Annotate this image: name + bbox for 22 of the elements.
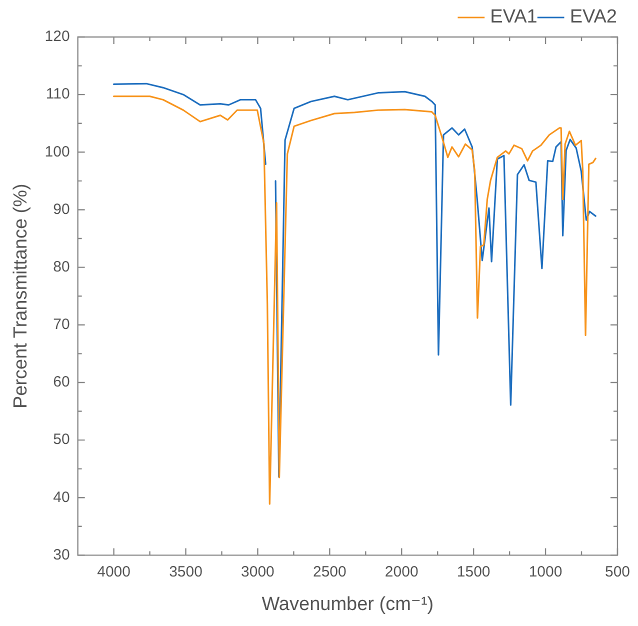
x-tick-label: 3500 [169,563,202,580]
y-tick-label: 40 [53,488,70,506]
x-tick-label: 500 [604,563,630,580]
y-tick-label: 120 [44,28,70,46]
y-tick-label: 100 [44,143,70,160]
x-tick-label: 1000 [528,563,562,580]
x-tick-label: 4000 [97,563,130,580]
y-tick-label: 30 [53,546,70,564]
y-tick-label: 80 [53,258,70,276]
y-tick-label: 110 [46,86,70,103]
y-axis-title: Percent Transmittance (%) [10,184,32,409]
y-tick-label: 60 [53,374,70,391]
x-tick-label: 3000 [241,563,274,580]
legend-label: EVA1 [490,6,538,28]
x-tick-label: 1500 [456,563,490,580]
legend-label: EVA2 [570,6,618,28]
x-axis-title: Wavenumber (cm⁻¹) [262,594,434,615]
y-tick-label: 90 [53,200,70,218]
y-tick-label: 50 [53,431,70,448]
x-tick-label: 2000 [384,563,418,580]
y-tick-label: 70 [53,316,70,334]
x-tick-label: 2500 [312,563,346,580]
